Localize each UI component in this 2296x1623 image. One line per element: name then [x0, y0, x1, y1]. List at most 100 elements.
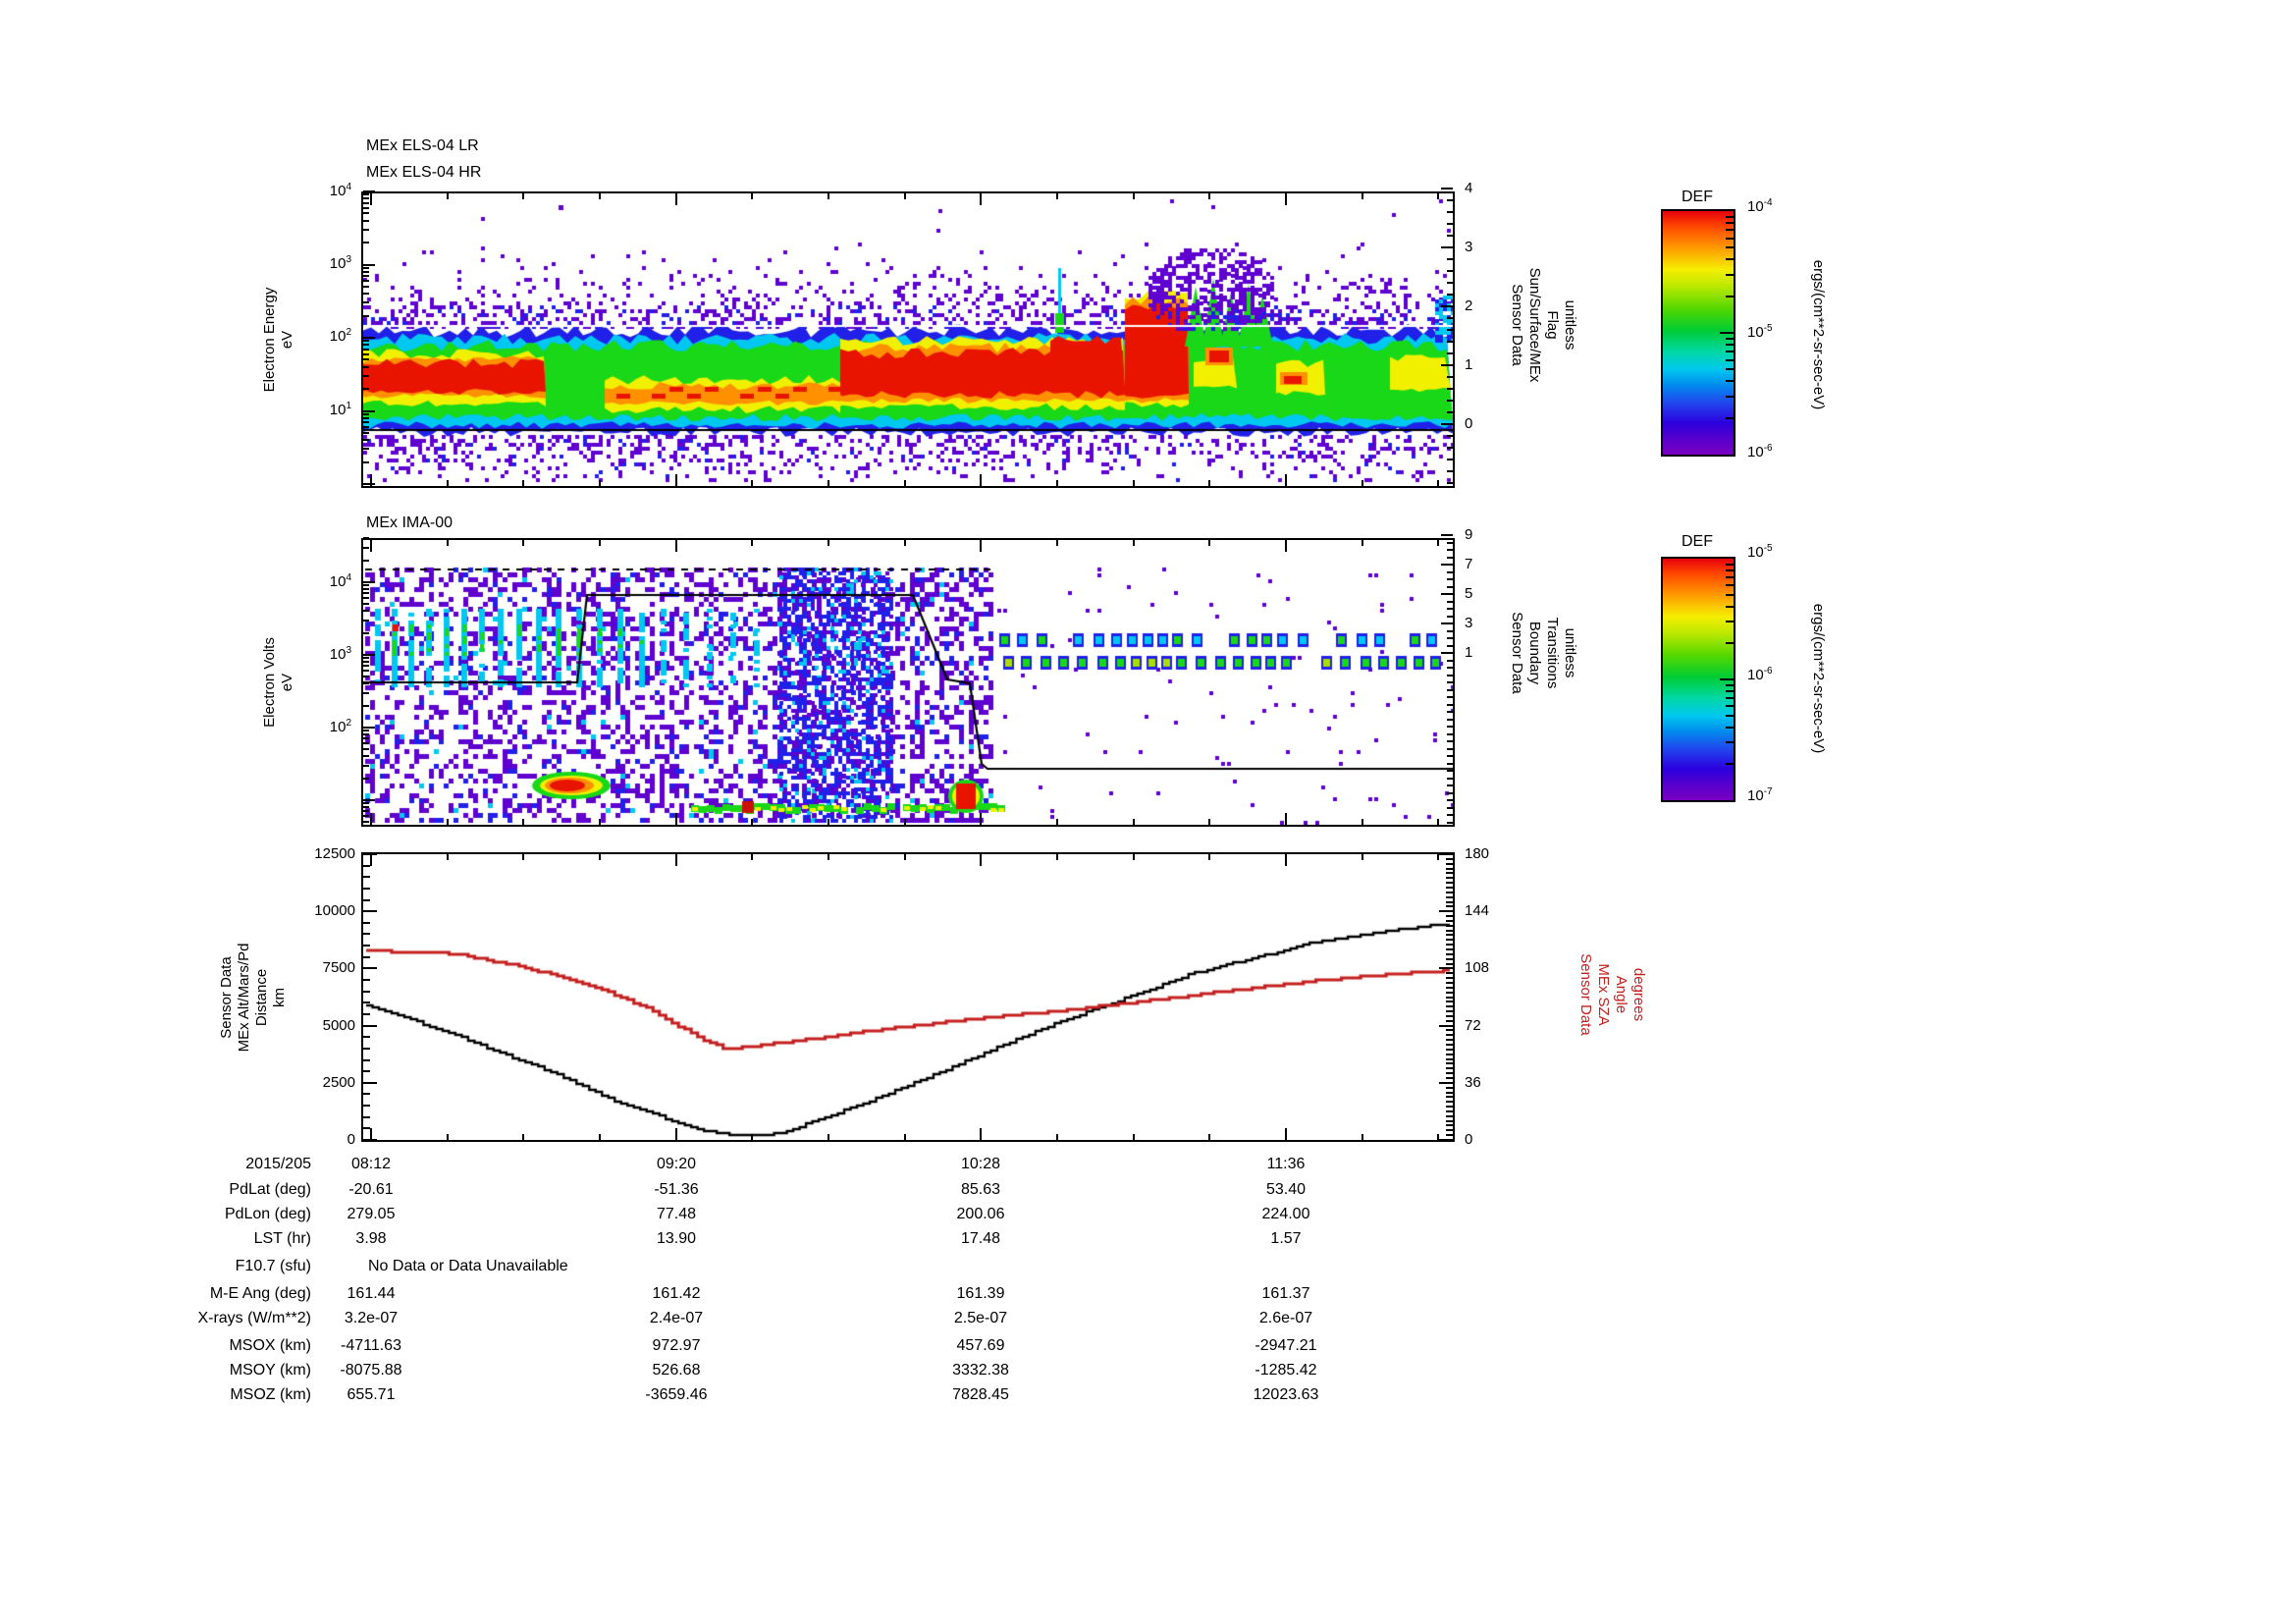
axis-tick — [1446, 1001, 1453, 1002]
axis-tick — [363, 242, 369, 243]
axis-tick — [751, 819, 753, 825]
axis-tick — [1446, 901, 1453, 903]
axis-tick — [1447, 660, 1453, 662]
axis-tick — [1446, 1087, 1453, 1089]
axis-tick — [1447, 235, 1453, 237]
axis-tick — [828, 540, 829, 546]
axis-tick — [1726, 380, 1734, 382]
axis-tick — [1447, 616, 1453, 618]
axis-tick — [363, 799, 375, 801]
axis-tick — [1447, 352, 1453, 354]
els-y-axis-label: Electron Energy eV — [261, 287, 295, 393]
axis-tick — [1447, 622, 1453, 624]
axis-tick — [363, 922, 370, 924]
axis-tick — [1446, 944, 1453, 946]
axis-tick — [363, 815, 369, 817]
table-cell: 161.37 — [1261, 1285, 1310, 1302]
axis-tick — [370, 813, 372, 825]
table-cell: 2.4e-07 — [649, 1310, 704, 1326]
els-y-tick-label: 102 — [329, 327, 351, 345]
axis-tick — [1437, 854, 1439, 860]
axis-tick — [1208, 819, 1210, 825]
axis-tick — [363, 802, 369, 804]
axis-tick — [1447, 630, 1453, 632]
axis-tick — [675, 540, 677, 552]
axis-tick — [1446, 953, 1453, 955]
axis-tick — [1447, 571, 1453, 573]
axis-tick — [904, 540, 906, 546]
axis-tick — [1446, 958, 1453, 960]
axis-tick — [1446, 905, 1453, 907]
axis-tick — [363, 340, 369, 342]
table-row-label: MSOX (km) — [229, 1337, 311, 1354]
axis-tick — [1446, 948, 1453, 950]
axis-tick — [1447, 258, 1453, 260]
axis-tick — [1447, 294, 1453, 296]
axis-tick — [1446, 920, 1453, 922]
colorbar1-units-label: ergs/(cm**2-sr-sec-eV) — [1810, 259, 1827, 410]
axis-tick — [363, 991, 370, 993]
els-y-tick-label: 101 — [329, 401, 351, 418]
axis-tick — [1437, 480, 1439, 486]
axis-tick — [1447, 376, 1453, 378]
axis-tick — [1446, 1101, 1453, 1103]
axis-tick — [522, 540, 524, 546]
axis-tick — [363, 682, 369, 684]
axis-tick — [1447, 784, 1453, 786]
axis-tick — [1447, 814, 1453, 816]
axis-tick — [363, 1139, 377, 1141]
axis-tick — [1446, 1120, 1453, 1122]
axis-tick — [363, 581, 375, 583]
axis-tick — [1447, 770, 1453, 772]
axis-tick — [447, 819, 449, 825]
axis-tick — [1447, 733, 1453, 735]
axis-tick — [1447, 778, 1453, 780]
axis-tick — [1439, 853, 1453, 855]
axis-tick — [1447, 329, 1453, 331]
axis-tick — [363, 1025, 377, 1027]
axis-tick — [1447, 578, 1453, 580]
axis-tick — [363, 737, 369, 739]
axis-tick — [1726, 576, 1734, 578]
axis-tick — [363, 1048, 370, 1050]
table-cell: 161.39 — [956, 1285, 1005, 1302]
axis-tick — [1447, 719, 1453, 721]
axis-tick — [363, 692, 369, 694]
axis-tick — [599, 480, 601, 486]
axis-tick — [1446, 934, 1453, 936]
axis-tick — [363, 654, 375, 656]
table-row-label: MSOY (km) — [229, 1362, 311, 1379]
axis-tick — [1446, 1049, 1453, 1051]
axis-tick — [1447, 459, 1453, 460]
els-right-tick-label: 3 — [1465, 239, 1473, 255]
axis-tick — [363, 657, 369, 659]
axis-tick — [363, 592, 369, 594]
axis-tick — [363, 426, 369, 428]
axis-tick — [1447, 246, 1453, 248]
axis-tick — [751, 193, 753, 199]
axis-tick — [1726, 606, 1734, 608]
bottom-left-tick-label: 7500 — [322, 959, 355, 976]
axis-tick — [363, 229, 369, 231]
axis-tick — [1439, 1082, 1453, 1084]
table-cell: 1.57 — [1270, 1230, 1302, 1247]
axis-tick — [828, 819, 829, 825]
axis-tick — [522, 193, 524, 199]
bottom-right-tick-label: 180 — [1465, 845, 1490, 862]
table-cell: 161.42 — [652, 1285, 701, 1302]
axis-tick — [1439, 910, 1453, 912]
colorbar2-tick-label: 10-6 — [1747, 666, 1773, 683]
axis-tick — [363, 375, 369, 377]
axis-tick — [363, 315, 369, 317]
table-cell: -51.36 — [654, 1181, 699, 1198]
axis-tick — [363, 439, 369, 441]
axis-tick — [522, 819, 524, 825]
axis-tick — [904, 480, 906, 486]
table-row-label: M-E Ang (deg) — [209, 1285, 311, 1302]
axis-tick — [751, 854, 753, 860]
axis-tick — [1133, 540, 1135, 546]
axis-tick — [1447, 681, 1453, 683]
bottom-right-tick-label: 108 — [1465, 959, 1490, 976]
axis-tick — [1726, 246, 1734, 248]
axis-tick — [363, 733, 369, 735]
